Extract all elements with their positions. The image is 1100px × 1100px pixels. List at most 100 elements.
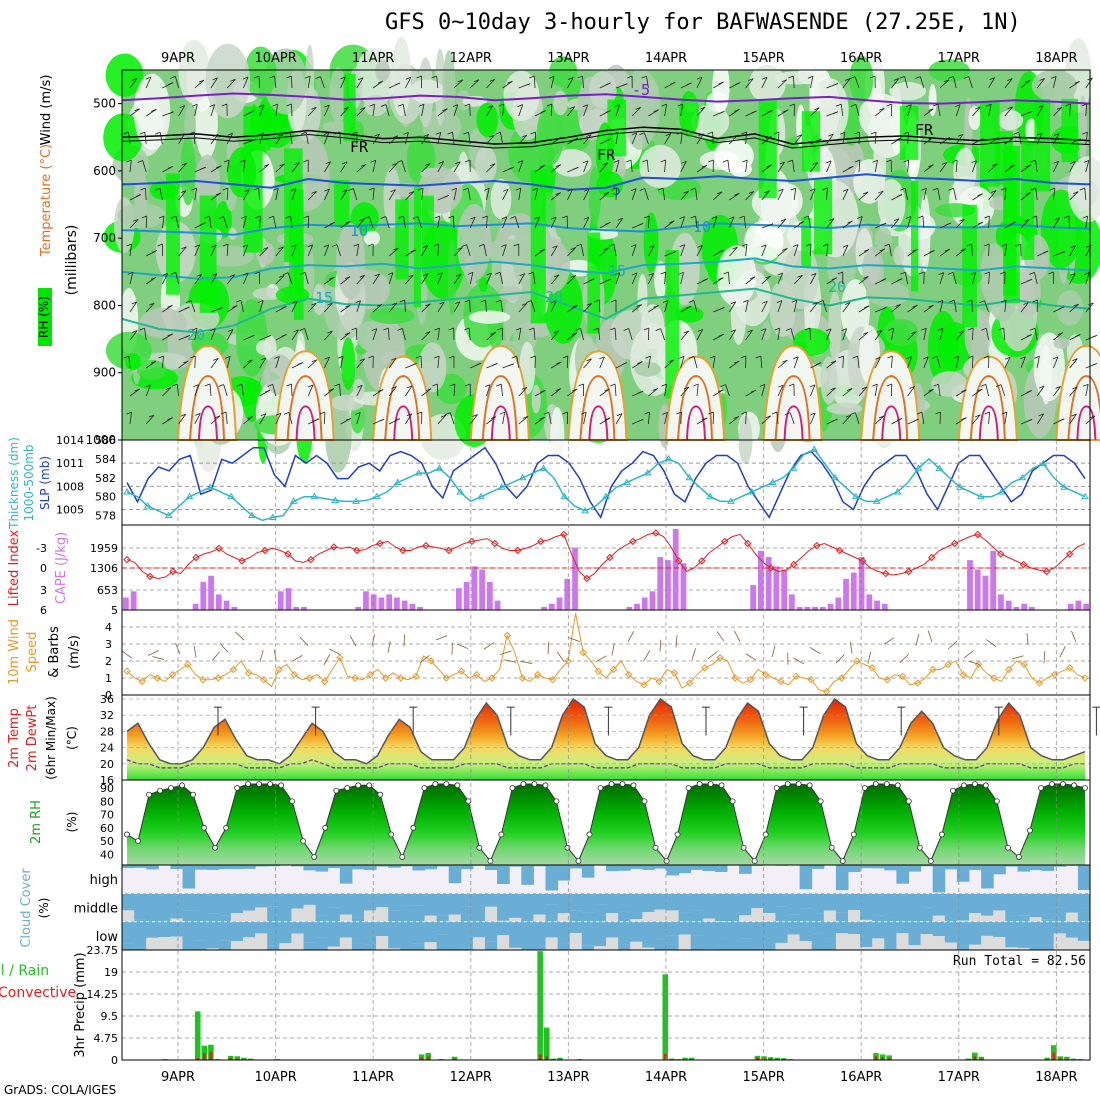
rh-line	[126, 783, 1086, 862]
wind-barb-flag	[854, 159, 860, 163]
wind-barb-flag	[631, 272, 638, 276]
lifted-index-point	[721, 537, 729, 546]
convective-bar	[426, 1056, 430, 1060]
wind10-barb	[793, 657, 805, 665]
rh-point	[1016, 854, 1022, 860]
cloud-cell	[920, 893, 934, 908]
wind-barb-flag	[215, 192, 221, 196]
wind-barb-flag	[377, 389, 384, 392]
wind-barb	[500, 384, 503, 397]
rh-column	[814, 178, 833, 255]
y-tick-label: 1000	[85, 433, 116, 447]
lifted-index-point	[606, 553, 614, 562]
y-tick-label: 36	[100, 693, 114, 706]
wind-barb-flag	[263, 164, 270, 167]
wind-barb-flag	[929, 250, 935, 253]
wind-barb-flag	[480, 299, 486, 303]
panel-border	[121, 439, 1091, 526]
lifted-index-point	[1042, 567, 1051, 576]
cloud-cell	[448, 921, 462, 950]
cloud-cell	[182, 865, 196, 889]
wind-barb	[162, 356, 164, 369]
wind-barb-flag	[170, 215, 177, 219]
wind-barb-flag	[334, 383, 340, 387]
cloud-cell	[714, 893, 728, 922]
lifted-index-point	[514, 546, 522, 555]
cloud-cell	[642, 865, 655, 870]
wind-barb	[680, 216, 685, 229]
wind-barb-flag	[1030, 187, 1036, 191]
cloud-cell-lower	[932, 915, 946, 922]
wind-barb	[550, 164, 561, 173]
cape-bar	[564, 578, 571, 610]
wind-barb	[533, 75, 536, 89]
wind-barb	[499, 272, 503, 285]
wind-barb-flag	[644, 411, 650, 415]
cloud-cell	[243, 921, 256, 938]
cloud-cell	[932, 893, 946, 916]
wind-barb-flag	[328, 388, 335, 392]
cloud-cell	[243, 893, 256, 911]
wind-barb-flag	[357, 77, 364, 81]
wind-barb	[178, 190, 187, 201]
wind-barb	[194, 274, 203, 285]
wind-barb-flag	[515, 327, 522, 331]
wind-barb	[194, 79, 205, 89]
thickness-point	[581, 506, 590, 514]
wind-barb-flag	[1070, 245, 1076, 249]
wind-barb	[421, 104, 425, 117]
wind-barb-flag	[978, 138, 984, 142]
wind-barb	[194, 104, 198, 117]
wind-barb	[826, 360, 837, 369]
wind-barb	[324, 161, 331, 173]
cloud-cell	[376, 921, 389, 937]
wind-barb	[324, 356, 330, 369]
wind-barb-flag	[570, 274, 576, 278]
wind-barb	[486, 163, 496, 173]
wind-barb-flag	[832, 111, 838, 115]
wind10-barb	[323, 654, 331, 666]
wind10-barb	[175, 642, 181, 655]
precip-bar	[451, 1056, 458, 1060]
cloud-cell-lower	[230, 941, 244, 950]
cloud-cell-lower	[799, 941, 813, 950]
wind-barb-flag	[331, 244, 338, 247]
wind-barb-flag	[222, 243, 229, 247]
wind-barb-flag	[397, 328, 403, 331]
wind-barb	[810, 76, 814, 89]
precip-bar	[241, 1057, 247, 1060]
wind-barb-flag	[807, 75, 814, 79]
precip-panel	[122, 949, 1090, 1060]
cape-bar	[409, 603, 416, 610]
wind-barb	[777, 161, 785, 173]
wind-barb	[922, 216, 925, 229]
wind-barb	[226, 274, 236, 285]
wind-barb-flag	[351, 327, 357, 331]
wind-barb	[854, 76, 860, 89]
y-tick-label: 586	[95, 434, 116, 447]
heat-plume-inner	[286, 375, 323, 441]
wind-barb-flag	[1072, 358, 1078, 362]
wind-barb	[453, 247, 463, 257]
wind-barb-flag	[741, 411, 747, 415]
wind-barb-flag	[655, 328, 661, 332]
wind-barb	[615, 187, 618, 201]
cloud-cell	[472, 893, 486, 913]
wind-barb	[729, 192, 740, 201]
wind-barb-flag	[495, 131, 501, 135]
wind-barb	[210, 328, 216, 341]
cloud-cell-lower	[206, 948, 220, 950]
rh-point	[982, 782, 989, 789]
rh-point	[630, 782, 637, 789]
cloud-cell-lower	[896, 914, 909, 922]
rh-legend-label: RH (%)	[37, 296, 51, 338]
wind-barb	[664, 412, 668, 425]
wind-barb	[243, 244, 249, 257]
cloud-cell-lower	[303, 904, 317, 922]
wind-barb-flag	[679, 216, 685, 219]
precip-bar	[234, 1056, 241, 1060]
wind-barb-flag	[662, 411, 668, 415]
wind-barb-flag	[670, 251, 676, 254]
date-label-bottom: 15APR	[742, 1070, 784, 1085]
wind-barb-flag	[1056, 107, 1062, 110]
